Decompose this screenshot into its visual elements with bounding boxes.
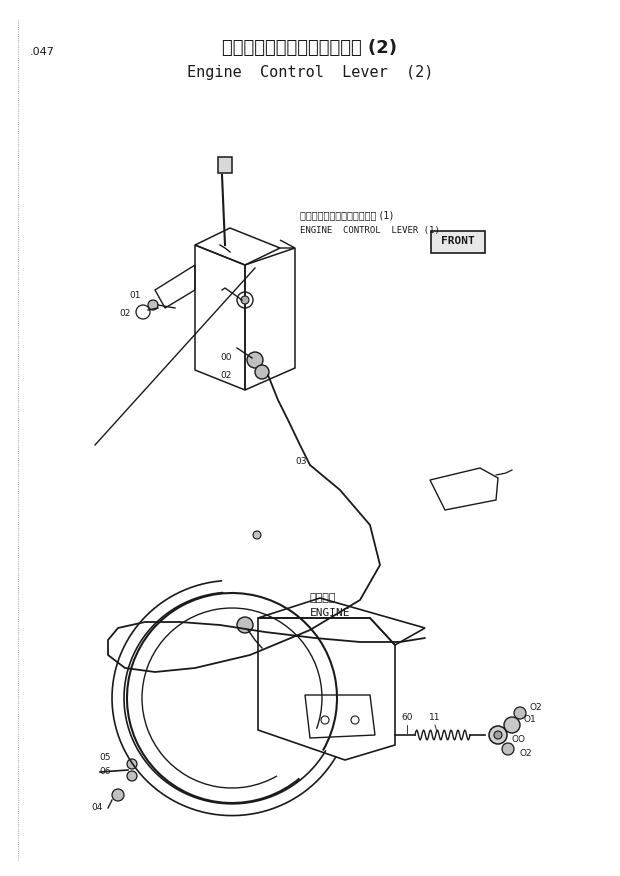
Text: ENGINE: ENGINE: [310, 608, 350, 618]
Text: 11: 11: [429, 713, 441, 723]
Text: エンジン: エンジン: [310, 593, 337, 603]
Text: ENGINE  CONTROL  LEVER (1): ENGINE CONTROL LEVER (1): [300, 225, 440, 235]
Text: Engine  Control  Lever  (2): Engine Control Lever (2): [187, 65, 433, 80]
Text: 03: 03: [295, 457, 306, 467]
Circle shape: [247, 352, 263, 368]
Text: エンジンコントロールレバー (2): エンジンコントロールレバー (2): [223, 39, 397, 57]
Text: .047: .047: [30, 47, 55, 57]
Circle shape: [502, 743, 514, 755]
Circle shape: [112, 789, 124, 801]
Circle shape: [241, 296, 249, 304]
Text: 04: 04: [91, 803, 103, 813]
Circle shape: [127, 759, 137, 769]
Text: 60: 60: [401, 713, 413, 723]
Text: 02: 02: [221, 371, 232, 380]
Circle shape: [148, 300, 158, 310]
Circle shape: [489, 726, 507, 744]
Text: 02: 02: [119, 309, 131, 319]
Circle shape: [514, 707, 526, 719]
Circle shape: [504, 717, 520, 733]
FancyBboxPatch shape: [431, 231, 485, 253]
Polygon shape: [218, 157, 232, 173]
Text: O1: O1: [523, 716, 536, 724]
Text: 01: 01: [129, 292, 141, 300]
Text: O2: O2: [519, 748, 531, 758]
Circle shape: [253, 531, 261, 539]
Text: FRONT: FRONT: [441, 236, 475, 246]
Text: 05: 05: [99, 753, 111, 762]
Circle shape: [494, 731, 502, 739]
Circle shape: [127, 771, 137, 781]
Text: 06: 06: [99, 767, 111, 776]
Text: O2: O2: [529, 703, 542, 712]
Text: 00: 00: [221, 354, 232, 363]
Text: OO: OO: [512, 736, 526, 745]
Text: エンジンコントロールレバー (1): エンジンコントロールレバー (1): [300, 210, 393, 220]
Circle shape: [255, 365, 269, 379]
Circle shape: [237, 617, 253, 633]
